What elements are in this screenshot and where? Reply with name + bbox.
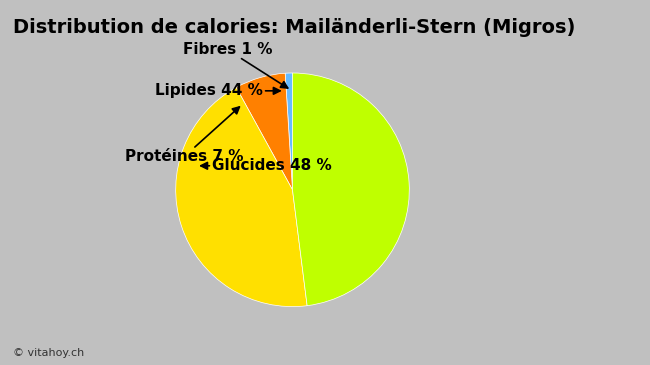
Wedge shape: [236, 73, 292, 190]
Text: Distribution de calories: Mailänderli-Stern (Migros): Distribution de calories: Mailänderli-St…: [13, 18, 575, 37]
Text: Fibres 1 %: Fibres 1 %: [183, 42, 288, 88]
Wedge shape: [292, 73, 410, 306]
Wedge shape: [176, 88, 307, 307]
Text: Protéines 7 %: Protéines 7 %: [125, 107, 244, 164]
Wedge shape: [285, 73, 293, 190]
Text: Glucides 48 %: Glucides 48 %: [201, 158, 332, 173]
Text: Lipides 44 %: Lipides 44 %: [155, 83, 280, 98]
Text: © vitahoy.ch: © vitahoy.ch: [13, 348, 84, 358]
